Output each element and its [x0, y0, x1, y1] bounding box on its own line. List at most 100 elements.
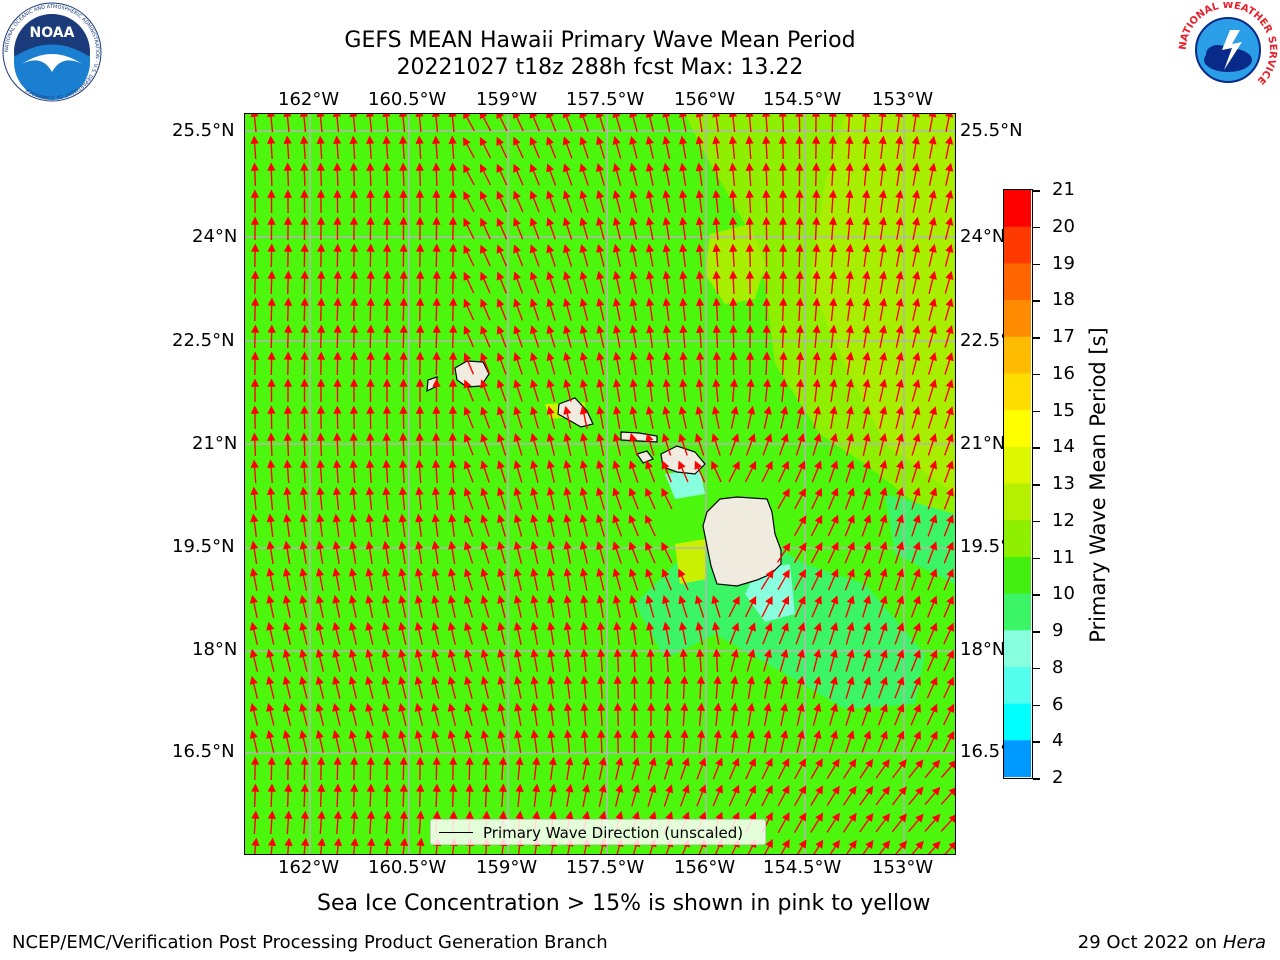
noaa-logo: NOAA NATIONAL OCEANIC AND ATMOSPHERIC AD… [2, 2, 102, 102]
wave-arrow-head [480, 729, 489, 739]
wave-arrow-head [300, 837, 310, 847]
wave-arrow-head [300, 162, 309, 171]
wave-arrow-head [881, 813, 891, 823]
wave-arrow-head [530, 594, 539, 604]
wave-arrow-head [763, 649, 772, 658]
wave-arrow-head [267, 270, 276, 279]
wave-arrow-head [762, 297, 771, 306]
wave-arrow-head [596, 459, 605, 469]
wave-arrow-head [646, 351, 655, 361]
wave-arrow-head [798, 515, 807, 525]
bottom-lon-label: 159°W [476, 857, 538, 878]
wave-arrow-head [613, 675, 622, 684]
wave-arrow-head [596, 216, 605, 226]
wave-arrow-head [431, 540, 440, 550]
wave-arrow-head [678, 460, 686, 470]
wave-arrow-head [349, 243, 359, 252]
wave-arrow-head [562, 136, 571, 146]
wave-arrow-head [679, 351, 688, 361]
wave-arrow-head [946, 622, 954, 632]
wave-arrow-head [847, 568, 855, 578]
wave-arrow-head [415, 189, 425, 198]
colorbar-segment [1004, 703, 1031, 741]
wave-arrow-head [613, 648, 622, 657]
wave-arrow-head [249, 729, 258, 739]
colorbar-tick-label: 16 [1052, 362, 1075, 384]
map-title-line1: GEFS MEAN Hawaii Primary Wave Mean Perio… [344, 28, 856, 53]
wave-arrow-head [415, 540, 424, 550]
wave-arrow-head [596, 378, 605, 388]
wave-arrow-head [366, 270, 375, 279]
wave-arrow-head [629, 243, 638, 253]
wave-arrow-head [283, 432, 292, 441]
wave-arrow-head [479, 190, 488, 201]
wave-arrow-head [865, 785, 874, 796]
wave-arrow-head [731, 622, 740, 632]
wave-arrow-head [661, 487, 669, 498]
wave-arrow-head [333, 162, 342, 171]
wave-arrow-head [747, 405, 756, 415]
wave-arrow-head [645, 270, 655, 280]
wave-arrow-head [779, 324, 788, 333]
wave-arrow-head [946, 595, 954, 605]
wave-arrow-head [448, 540, 457, 550]
colorbar-segment [1004, 300, 1031, 338]
wave-arrow-head [366, 810, 375, 819]
wave-arrow-head [929, 460, 938, 470]
wave-arrow-head [431, 648, 440, 658]
wave-arrow-head [284, 837, 293, 847]
wave-arrow-head [316, 351, 326, 360]
wave-arrow-head [333, 297, 342, 306]
wave-arrow-head [513, 567, 522, 577]
wave-arrow-head [463, 244, 471, 255]
wave-arrow-head [694, 433, 703, 443]
wave-arrow-head [315, 594, 324, 604]
wave-arrow-head [865, 813, 874, 823]
wave-arrow-head [546, 486, 555, 496]
wave-arrow-head [529, 271, 538, 281]
wave-arrow-head [530, 702, 539, 712]
wave-arrow-head [895, 216, 904, 226]
wave-arrow-head [315, 675, 324, 685]
colorbar-tick-label: 2 [1052, 767, 1064, 788]
wave-arrow-head [628, 568, 637, 578]
wave-arrow-head [895, 432, 904, 442]
wave-arrow-head [579, 567, 589, 577]
wave-arrow-head [480, 675, 489, 685]
colorbar-segment [1004, 226, 1031, 264]
wave-arrow-head [284, 756, 293, 765]
wave-arrow-head [365, 648, 374, 658]
wave-arrow-head [915, 759, 924, 769]
wave-arrow-head [497, 621, 506, 631]
wave-arrow-head [931, 759, 941, 769]
wave-arrow-head [513, 406, 522, 416]
wave-arrow-head [745, 324, 755, 333]
wave-arrow-head [382, 351, 392, 360]
wave-arrow-head [546, 540, 556, 550]
wave-arrow-head [496, 298, 505, 308]
wave-arrow-head [862, 351, 871, 361]
colorbar-tick [1033, 594, 1040, 596]
wave-arrow-head [712, 297, 721, 306]
wave-arrow-head [695, 216, 705, 226]
wave-arrow-head [480, 514, 489, 524]
wave-arrow-head [880, 730, 888, 740]
top-lon-label: 154.5°W [763, 89, 842, 110]
wave-arrow-head [778, 216, 788, 225]
colorbar-tick-label: 12 [1052, 509, 1075, 531]
colorbar-segment [1004, 593, 1031, 631]
wave-arrow-head [398, 486, 408, 496]
wave-arrow-head [251, 810, 260, 819]
wave-arrow-head [299, 513, 308, 523]
wave-arrow-head [365, 540, 374, 550]
wave-arrow-head [300, 810, 309, 819]
wave-arrow-head [912, 432, 921, 443]
wave-arrow-head [350, 270, 359, 279]
wave-arrow-head [432, 459, 441, 468]
wave-arrow-head [332, 540, 341, 550]
wave-arrow-head [796, 702, 805, 712]
wave-arrow-head [662, 297, 671, 307]
wave-arrow-head [711, 595, 720, 605]
wave-arrow-head [482, 810, 491, 819]
wave-arrow-head [282, 594, 291, 604]
